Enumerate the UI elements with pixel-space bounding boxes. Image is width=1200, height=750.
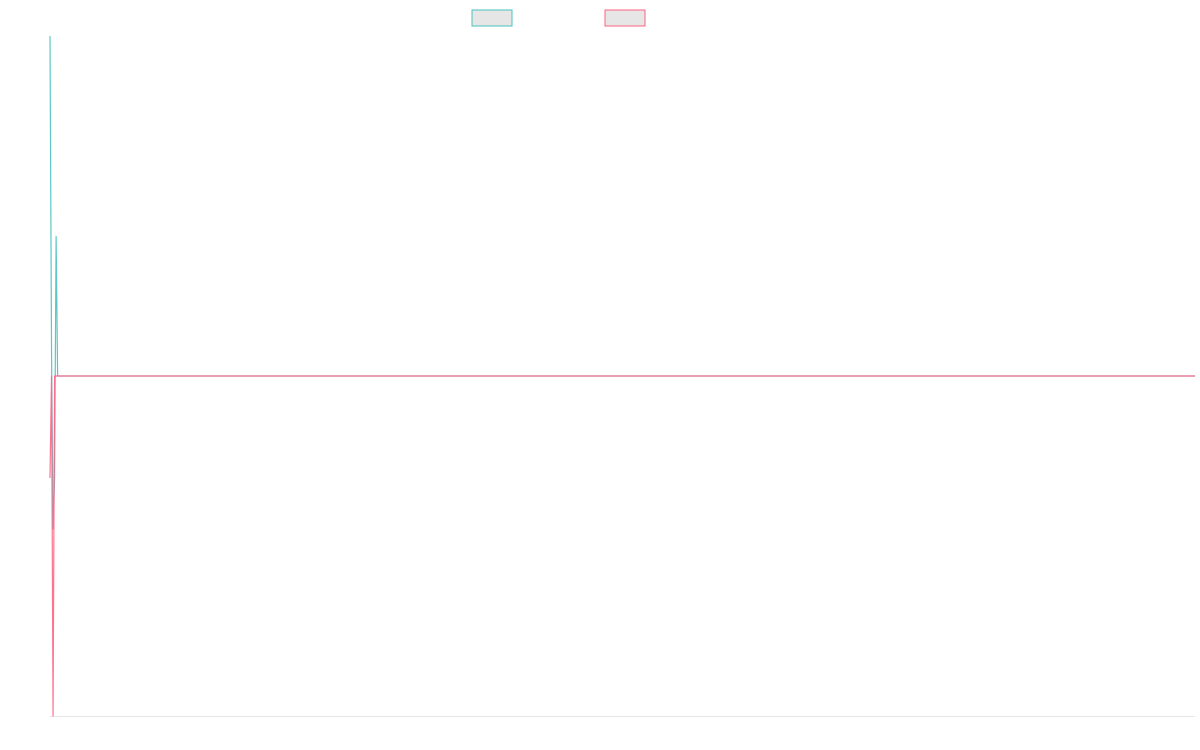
chart-legend[interactable] [471,9,646,27]
chart-series [49,35,1195,717]
series-line-1 [49,35,1195,530]
legend-item-2[interactable] [604,9,646,27]
legend-swatch-2 [604,9,646,27]
legend-swatch-1 [471,9,513,27]
series-line-2 [49,375,1195,717]
legend-item-1[interactable] [471,9,513,27]
